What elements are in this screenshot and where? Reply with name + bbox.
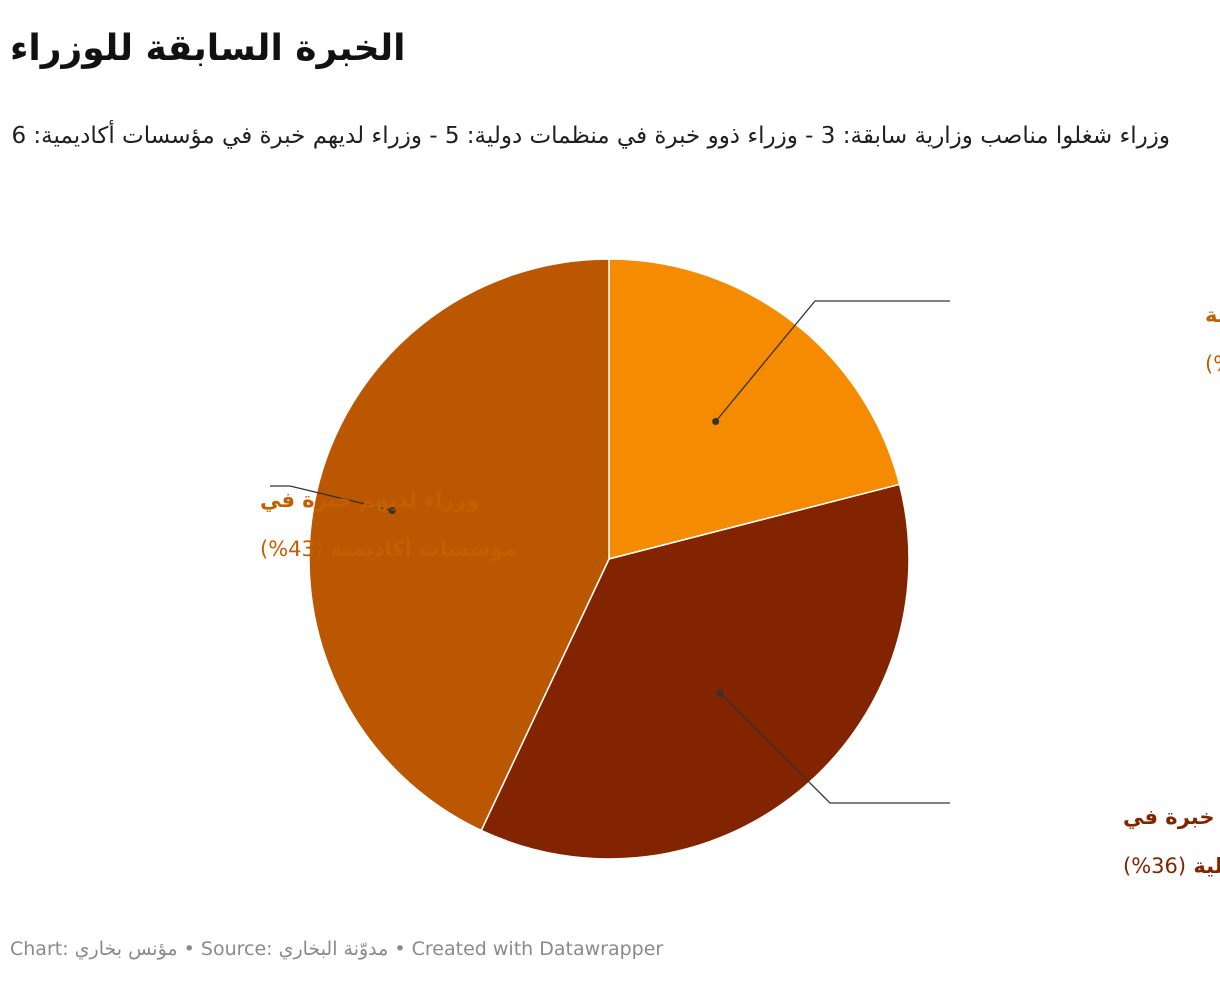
- pie-slice-2: [480, 483, 910, 860]
- leader-dot-2: [716, 689, 724, 697]
- slice-label-line1-2: وزراء ذوو خبرة في: [1123, 805, 1220, 829]
- pie-slices: [308, 258, 910, 860]
- chart-subtitle: وزراء شغلوا مناصب وزارية سابقة: 3 - وزرا…: [11, 123, 1170, 149]
- leader-dot-1: [712, 418, 720, 426]
- slice-label-percent-1: (21%): [1205, 352, 1220, 376]
- chart-footer: Chart: مؤنس بخاري • Source: مدوّنة البخا…: [10, 938, 663, 960]
- footer-created-with: Created with Datawrapper: [411, 938, 664, 960]
- footer-chart-credit: Chart: مؤنس بخاري: [10, 938, 178, 960]
- slice-label-category-2: منظمات دولية: [1186, 854, 1220, 878]
- leader-line-3: [270, 485, 393, 512]
- slice-label-line2-2: منظمات دولية (36%): [1123, 854, 1220, 878]
- footer-separator-1: •: [177, 938, 201, 960]
- pie-slice-3: [308, 258, 610, 832]
- footer-source: Source: مدوّنة البخاري: [200, 938, 389, 960]
- leader-dot-3: [388, 507, 396, 515]
- pie-slice-1: [608, 258, 901, 560]
- pie-labels: وزراء شغلوا مناصب وزارية سابقة (21%) وزراء…: [260, 303, 1220, 878]
- slice-label-line1-1: وزراء شغلوا مناصب وزارية: [1205, 303, 1220, 327]
- slice-label-line2-3: مؤسسات أكاديمية (43%): [260, 534, 516, 561]
- chart-title-wrap: الخبرة السابقة للوزراء: [10, 28, 405, 69]
- pie-chart: وزراء شغلوا مناصب وزارية سابقة (21%) وزراء…: [260, 258, 1220, 878]
- slice-label-category-3: مؤسسات أكاديمية: [323, 534, 516, 561]
- footer-separator-2: •: [388, 938, 412, 960]
- slice-label-line1-3: وزراء لديهم خبرة في: [260, 488, 480, 512]
- slice-label-percent-2: (36%): [1123, 854, 1186, 878]
- slice-label-line2-1: سابقة (21%): [1205, 352, 1220, 376]
- chart-title: الخبرة السابقة للوزراء: [10, 28, 406, 69]
- slice-label-percent-3: (43%): [260, 537, 323, 561]
- pie-leader-lines: [270, 300, 950, 804]
- leader-line-2: [719, 692, 950, 804]
- leader-line-1: [715, 300, 950, 422]
